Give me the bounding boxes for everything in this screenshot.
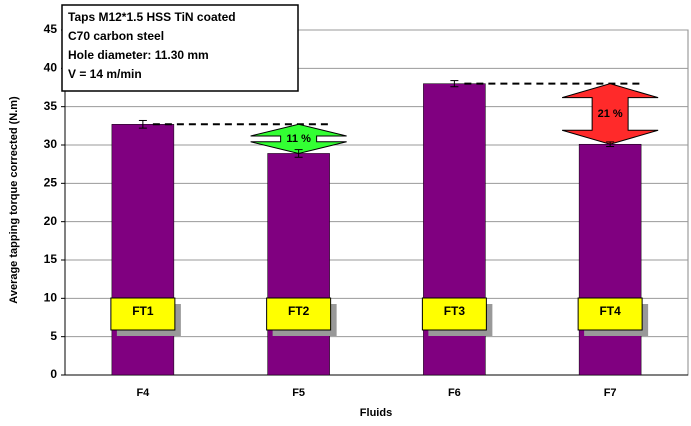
x-axis-title: Fluids bbox=[360, 407, 392, 419]
bar-label: FT2 bbox=[288, 304, 310, 318]
x-tick-label: F7 bbox=[604, 387, 617, 399]
bar-label: FT3 bbox=[444, 304, 466, 318]
bar-label: FT4 bbox=[599, 304, 621, 318]
bar bbox=[267, 153, 330, 376]
label-box bbox=[577, 297, 643, 331]
y-tick-label: 45 bbox=[44, 22, 58, 36]
x-tick-label: F6 bbox=[448, 387, 461, 399]
y-tick-label: 25 bbox=[44, 176, 58, 190]
info-line: C70 carbon steel bbox=[68, 29, 164, 43]
y-tick-label: 0 bbox=[50, 367, 57, 381]
bar bbox=[111, 124, 175, 376]
y-tick-label: 35 bbox=[44, 99, 58, 113]
info-line: Taps M12*1.5 HSS TiN coated bbox=[68, 10, 236, 24]
y-tick-label: 10 bbox=[44, 291, 58, 305]
y-tick-label: 20 bbox=[44, 214, 58, 228]
y-tick-label: 30 bbox=[44, 137, 58, 151]
bar-label: FT1 bbox=[132, 304, 154, 318]
y-tick-label: 5 bbox=[50, 329, 57, 343]
x-tick-label: F4 bbox=[136, 387, 150, 399]
info-box bbox=[61, 4, 299, 92]
info-line: Hole diameter: 11.30 mm bbox=[68, 48, 209, 62]
y-tick-label: 15 bbox=[44, 252, 58, 266]
difference-label: 11 % bbox=[286, 133, 311, 145]
difference-label: 21 % bbox=[598, 108, 623, 120]
info-line: V = 14 m/min bbox=[68, 67, 142, 81]
y-axis-title: Average tapping torque corrected (N.m) bbox=[8, 96, 20, 304]
label-box bbox=[266, 297, 332, 331]
y-tick-label: 40 bbox=[44, 61, 58, 75]
label-box bbox=[421, 297, 487, 331]
x-tick-label: F5 bbox=[292, 387, 305, 399]
bar bbox=[578, 143, 642, 376]
label-box bbox=[110, 297, 176, 331]
